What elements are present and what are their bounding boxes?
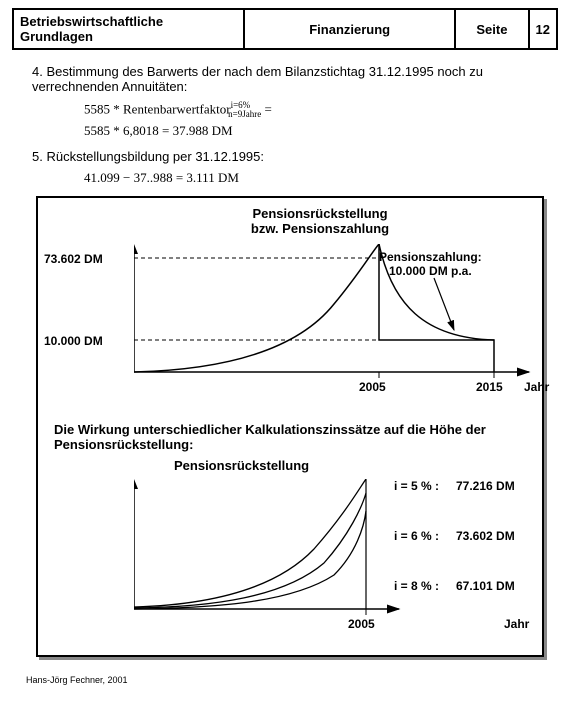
- formula-sub: n=9Jahre: [228, 109, 261, 119]
- chart2-curve-0: [134, 479, 366, 607]
- chart1-xtick1-label: 2005: [359, 380, 386, 394]
- page-header: Betriebswirtschaftliche Grundlagen Finan…: [12, 8, 558, 50]
- item-4-formula-2: 5585 * 6,8018 = 37.988 DM: [84, 123, 558, 139]
- chart1-svg: [134, 244, 544, 394]
- chart1-title-line2: bzw. Pensionszahlung: [251, 221, 389, 236]
- chart1-x-axis-label: Jahr: [524, 380, 549, 394]
- chart1-y-high: 73.602 DM: [44, 252, 132, 266]
- chart2-x-axis-label: Jahr: [504, 617, 529, 631]
- header-page-number: 12: [530, 10, 556, 48]
- chart2-label-1-i: i = 6 % :: [394, 529, 439, 543]
- formula-post: =: [261, 101, 272, 116]
- chart-frame: Pensionsrückstellung bzw. Pensionszahlun…: [36, 196, 544, 657]
- chart1-y-arrow: [134, 244, 138, 254]
- header-page-label: Seite: [456, 10, 529, 48]
- chart2-label-0-i: i = 5 % :: [394, 479, 439, 493]
- formula-pre: 5585 * Rentenbarwertfaktor: [84, 101, 231, 116]
- chart2-title: Pensionsrückstellung: [64, 458, 536, 473]
- chart2-curve-1: [134, 493, 366, 608]
- item-5-text: 5. Rückstellungsbildung per 31.12.1995:: [32, 149, 554, 164]
- chart2-area: i = 5 % : 77.216 DM i = 6 % : 73.602 DM …: [44, 479, 536, 649]
- chart1-title: Pensionsrückstellung bzw. Pensionszahlun…: [104, 206, 536, 236]
- chart2-svg: [134, 479, 414, 629]
- chart2-label-2-i: i = 8 % :: [394, 579, 439, 593]
- chart2-label-0-v: 77.216 DM: [456, 479, 515, 493]
- chart1-curve-fall: [379, 244, 494, 340]
- chart1-title-line1: Pensionsrückstellung: [252, 206, 387, 221]
- chart1-curve-rise: [134, 244, 379, 372]
- item-4-text: 4. Bestimmung des Barwerts der nach dem …: [32, 64, 554, 94]
- chart2-label-2-v: 67.101 DM: [456, 579, 515, 593]
- item-5-formula: 41.099 − 37..988 = 3.111 DM: [84, 170, 558, 186]
- item-4-formula-1: 5585 * Rentenbarwertfaktori=6%n=9Jahre =: [84, 100, 558, 119]
- chart1-y-low: 10.000 DM: [44, 334, 132, 348]
- chart1-xtick2-label: 2015: [476, 380, 503, 394]
- footer-credit: Hans-Jörg Fechner, 2001: [26, 675, 558, 685]
- mid-text: Die Wirkung unterschiedlicher Kalkulatio…: [54, 422, 526, 452]
- chart2-xtick-label: 2005: [348, 617, 375, 631]
- chart1-step: [379, 244, 494, 372]
- chart2-label-1-v: 73.602 DM: [456, 529, 515, 543]
- chart1-area: 73.602 DM 10.000 DM Pensionszahlung: 10.…: [44, 244, 536, 414]
- chart1-pointer-arrow: [434, 278, 454, 330]
- header-left: Betriebswirtschaftliche Grundlagen: [14, 10, 245, 48]
- header-center: Finanzierung: [245, 10, 456, 48]
- chart2-y-arrow: [134, 479, 138, 489]
- chart2-curve-2: [134, 511, 366, 609]
